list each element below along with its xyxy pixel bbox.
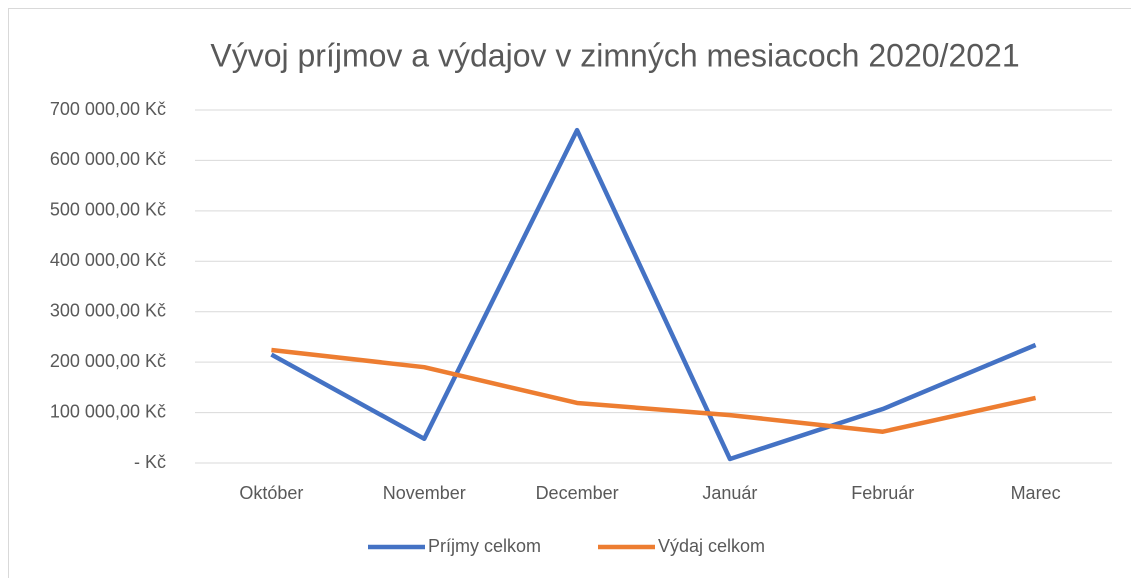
x-tick-label: November bbox=[383, 483, 466, 503]
series-line bbox=[271, 347, 1037, 434]
y-tick-label: 400 000,00 Kč bbox=[50, 250, 166, 270]
y-tick-label: 300 000,00 Kč bbox=[50, 300, 166, 320]
series-line bbox=[270, 127, 1037, 462]
y-tick-label: 100 000,00 Kč bbox=[50, 401, 166, 421]
chart-border bbox=[8, 8, 1131, 578]
legend-label: Výdaj celkom bbox=[658, 536, 765, 556]
y-tick-label: 600 000,00 Kč bbox=[50, 149, 166, 169]
x-tick-label: December bbox=[536, 483, 619, 503]
chart-title: Vývoj príjmov a výdajov v zimných mesiac… bbox=[210, 37, 1019, 73]
legend-label: Príjmy celkom bbox=[428, 536, 541, 556]
x-tick-label: Február bbox=[851, 483, 914, 503]
x-tick-label: Marec bbox=[1011, 483, 1061, 503]
x-tick-label: Január bbox=[702, 483, 757, 503]
y-tick-label: 500 000,00 Kč bbox=[50, 200, 166, 220]
y-tick-label: - Kč bbox=[134, 452, 166, 472]
y-tick-label: 700 000,00 Kč bbox=[50, 99, 166, 119]
y-tick-label: 200 000,00 Kč bbox=[50, 351, 166, 371]
x-tick-label: Október bbox=[239, 483, 303, 503]
